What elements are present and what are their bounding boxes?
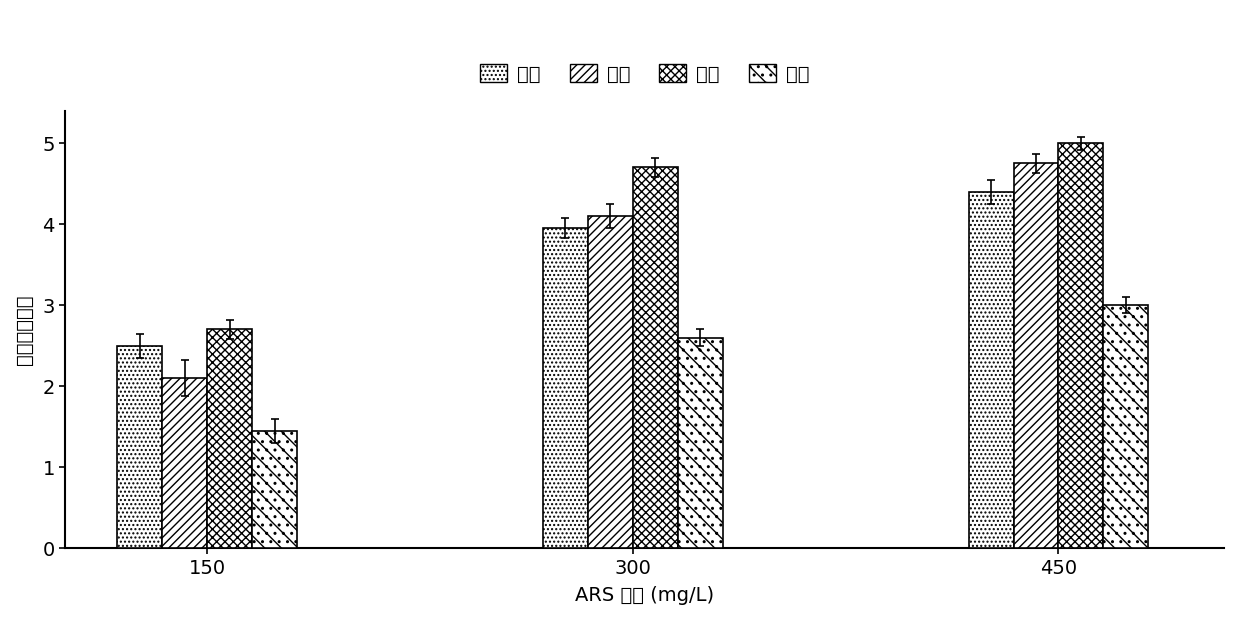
Y-axis label: 标记质量等级: 标记质量等级	[15, 294, 33, 365]
Bar	[543, 228, 587, 548]
Bar	[678, 338, 722, 548]
Legend: 鳞片, 鰻条, 鰻棘, 耳石: 鳞片, 鰻条, 鰻棘, 耳石	[479, 64, 809, 84]
Bar	[1058, 143, 1104, 548]
Bar	[252, 431, 297, 548]
Bar	[633, 167, 678, 548]
Bar	[207, 329, 252, 548]
X-axis label: ARS 浓度 (mg/L): ARS 浓度 (mg/L)	[575, 586, 714, 605]
Bar	[1104, 305, 1149, 548]
Bar	[1014, 164, 1058, 548]
Bar	[118, 346, 162, 548]
Bar	[162, 378, 207, 548]
Bar	[969, 192, 1014, 548]
Bar	[587, 216, 633, 548]
